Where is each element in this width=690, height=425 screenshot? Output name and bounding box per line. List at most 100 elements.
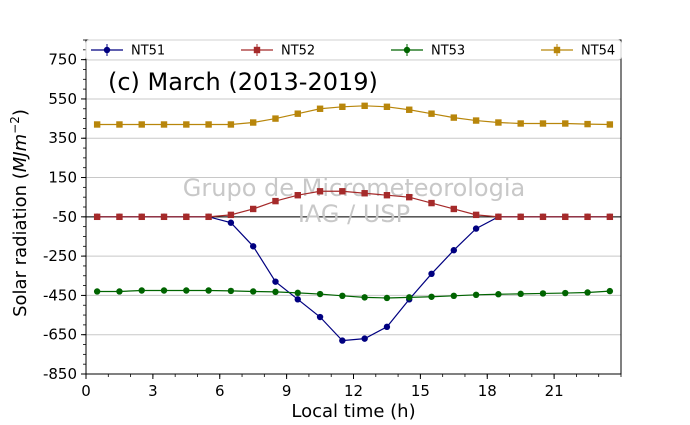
y-tick-label: 750 [48, 51, 77, 69]
legend-item-NT54: NT54 [541, 44, 615, 59]
series-line [97, 289, 610, 299]
watermark: Grupo de Micrometeorologia IAG / USP [183, 174, 525, 228]
data-point [316, 188, 324, 195]
data-point [450, 205, 458, 213]
data-point [584, 120, 591, 128]
x-tick-label: 12 [344, 382, 363, 400]
legend-item-NT53: NT53 [391, 44, 465, 59]
legend-label: NT53 [431, 44, 465, 59]
legend-label: NT52 [281, 44, 315, 59]
y-axis-label: Solar radiation (MJm−2) [8, 109, 31, 317]
data-point [361, 102, 368, 110]
legend-marker [253, 46, 261, 54]
y-tick-label: -450 [43, 286, 77, 304]
data-point [116, 213, 123, 221]
axes: -850 -650 -450 -250 -50 150 350 550 750 0 3 6 9 12 15 1… [43, 39, 622, 400]
data-point [562, 213, 569, 221]
data-point [495, 119, 502, 126]
legend-item-NT52: NT52 [241, 44, 315, 59]
data-series [93, 102, 614, 344]
data-point [316, 290, 324, 298]
data-point [606, 213, 614, 221]
data-point [383, 294, 391, 302]
data-point [183, 213, 190, 221]
series-line [97, 105, 610, 126]
data-point [138, 287, 145, 294]
data-point [116, 288, 123, 295]
data-point [205, 121, 212, 128]
data-point [116, 121, 123, 128]
series-NT51 [93, 213, 614, 344]
data-point [383, 103, 391, 110]
x-tick-label: 18 [478, 382, 497, 400]
data-point [472, 211, 480, 219]
data-point [428, 199, 435, 207]
data-point [450, 292, 458, 300]
data-point [227, 121, 235, 128]
legend-label: NT51 [131, 44, 165, 59]
data-point [361, 335, 368, 342]
legend-box [85, 39, 622, 61]
data-point [294, 192, 301, 199]
data-point [272, 197, 279, 205]
data-point [227, 211, 235, 219]
x-tick-label: 21 [545, 382, 564, 400]
y-axis-label-unit: MJm [10, 134, 31, 172]
legend-item-NT51: NT51 [91, 44, 165, 59]
data-point [339, 292, 346, 300]
data-point [93, 213, 101, 221]
y-tick-label: 550 [48, 90, 77, 108]
data-point [361, 190, 368, 197]
data-point [517, 290, 524, 298]
y-tick-label: -250 [43, 247, 77, 265]
data-point [406, 294, 413, 301]
data-point [472, 117, 480, 124]
data-point [517, 213, 524, 221]
data-point [316, 105, 324, 112]
data-point [584, 213, 591, 221]
legend-marker [403, 46, 411, 54]
data-point [205, 213, 212, 221]
data-point [495, 213, 502, 221]
data-point [294, 289, 301, 297]
data-point [183, 287, 190, 294]
x-tick-label: 9 [282, 382, 292, 400]
watermark-line-2: IAG / USP [298, 200, 410, 228]
data-point [227, 287, 235, 295]
data-point [249, 243, 257, 250]
y-tick-label: -650 [43, 326, 77, 344]
y-tick-label: 150 [48, 169, 77, 187]
data-point [249, 205, 257, 213]
y-axis-label-close: ) [10, 109, 31, 116]
data-point [562, 289, 569, 297]
series-line [97, 190, 610, 218]
data-point [272, 288, 279, 296]
series-NT52 [93, 188, 614, 221]
series-NT54 [93, 102, 614, 128]
watermark-line-1: Grupo de Micrometeorologia [183, 174, 525, 202]
data-point [138, 121, 145, 128]
data-point [249, 288, 257, 295]
y-axis-label-exponent: −2 [8, 116, 22, 134]
data-point [428, 293, 435, 300]
data-point [406, 106, 413, 113]
data-point [93, 121, 101, 128]
chart-title: (c) March (2013-2019) [108, 68, 378, 96]
data-point [472, 225, 480, 232]
x-tick-label: 15 [411, 382, 430, 400]
data-point [383, 192, 391, 199]
x-tick-label: 3 [148, 382, 158, 400]
legend-label: NT54 [581, 44, 615, 59]
data-point [227, 219, 235, 226]
data-point [339, 188, 346, 195]
y-tick-label: -850 [43, 365, 77, 383]
data-point [539, 290, 547, 297]
data-point [428, 110, 435, 117]
data-point [539, 120, 547, 127]
y-tick-label: -50 [53, 208, 78, 226]
data-point [606, 287, 614, 295]
legend-marker [553, 46, 561, 54]
data-point [339, 103, 346, 110]
